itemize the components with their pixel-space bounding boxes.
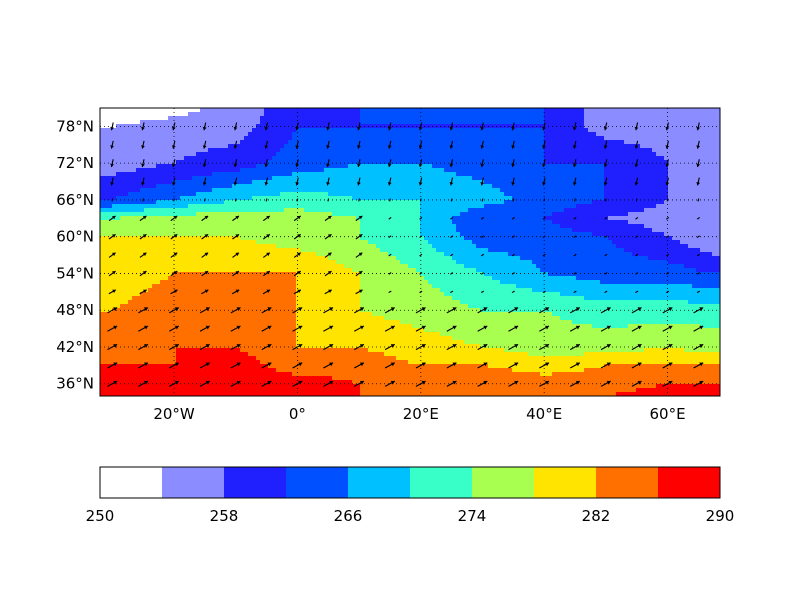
x-tick-label: 20°W [153,405,195,423]
colorbar-segment [410,467,472,498]
y-tick-label: 66°N [56,191,94,209]
colorbar-segment [472,467,534,498]
colorbar-segment [596,467,658,498]
colorbar-tick-label: 282 [582,507,611,525]
colorbar-tick-label: 250 [86,507,115,525]
x-tick-label: 0° [289,405,306,423]
colorbar-tick-label: 258 [210,507,239,525]
y-tick-label: 42°N [56,338,94,356]
y-tick-label: 60°N [56,228,94,246]
colorbar: 250 258 266 274 282 290 [86,467,735,525]
colorbar-tick-label: 274 [458,507,487,525]
colorbar-segment [224,467,286,498]
colorbar-tick-label: 290 [706,507,735,525]
colorbar-segment [348,467,410,498]
contour-field [100,108,721,397]
y-tick-label: 78°N [56,117,94,135]
x-tick-label: 40°E [526,405,562,423]
colorbar-tick-label: 266 [334,507,363,525]
latitude-ticks: 36°N 42°N 48°N 54°N 60°N 66°N 72°N 78°N [56,117,94,392]
colorbar-segment [286,467,348,498]
colorbar-segment [658,467,720,498]
colorbar-segment [100,467,162,498]
y-tick-label: 72°N [56,154,94,172]
x-tick-label: 60°E [650,405,686,423]
colorbar-segment [162,467,224,498]
y-tick-label: 48°N [56,301,94,319]
y-tick-label: 36°N [56,375,94,393]
longitude-ticks: 20°W 0° 20°E 40°E 60°E [153,405,685,423]
y-tick-label: 54°N [56,264,94,282]
colorbar-segment [534,467,596,498]
x-tick-label: 20°E [403,405,439,423]
